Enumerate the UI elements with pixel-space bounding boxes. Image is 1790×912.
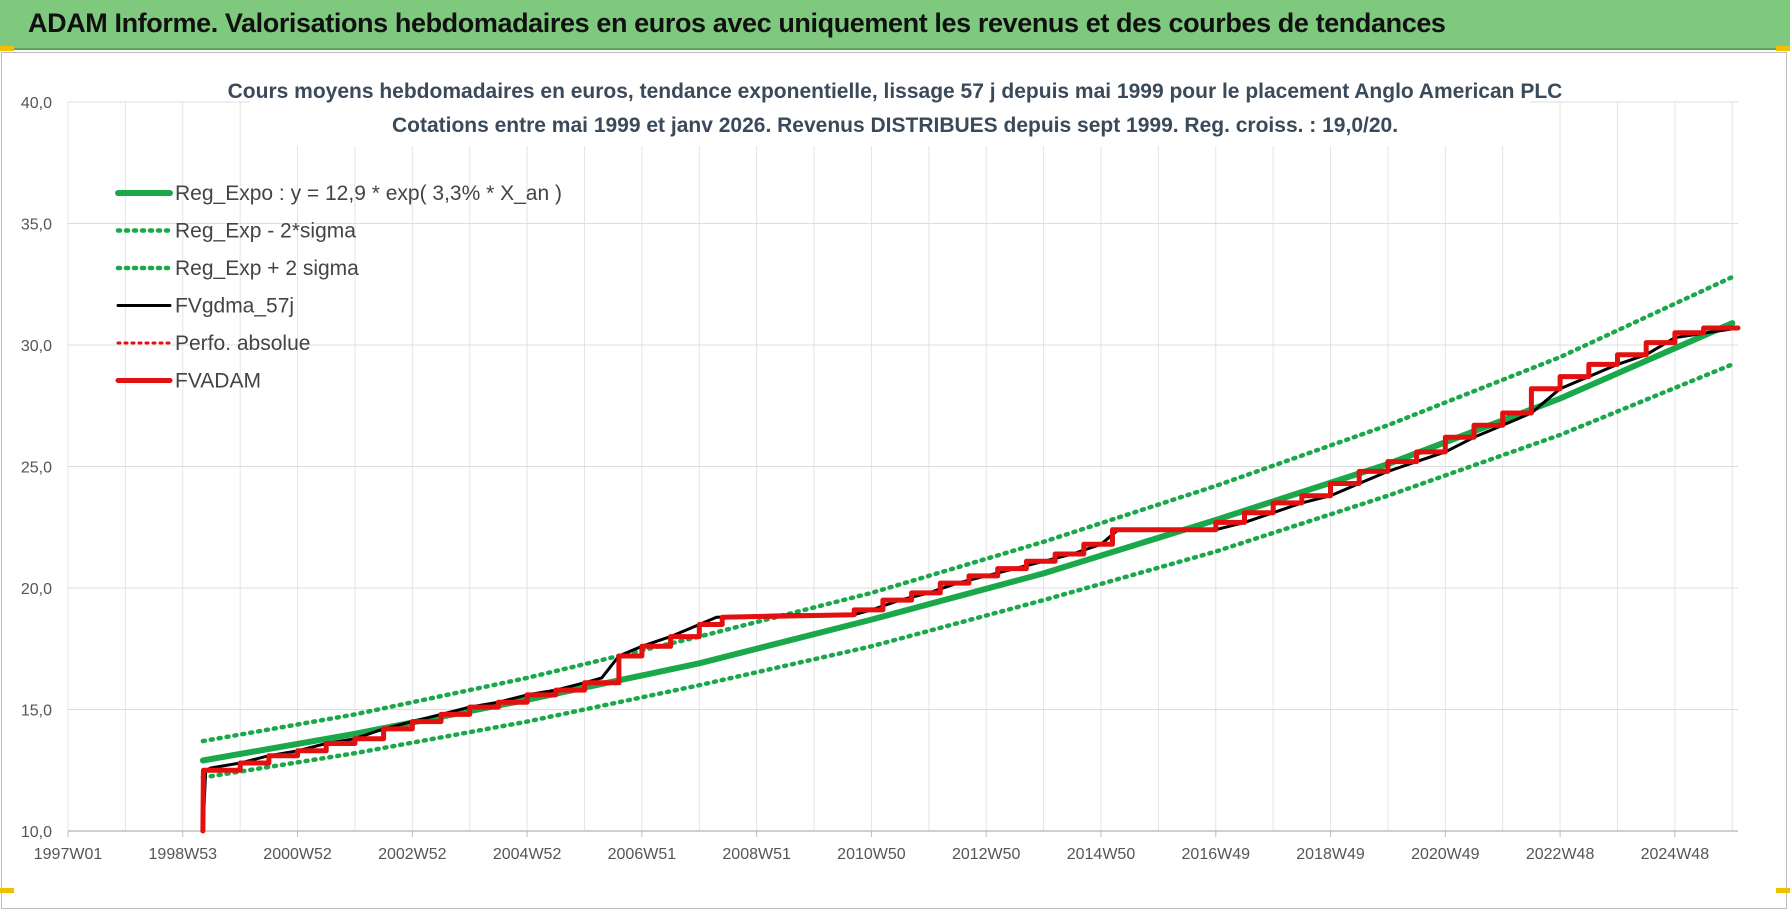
y-tick-label: 35,0 [21, 217, 52, 234]
series-line-5 [200, 325, 1741, 834]
legend-label: Reg_Exp - 2*sigma [175, 220, 356, 243]
series-line-2 [200, 274, 1735, 744]
x-tick-label: 2020W49 [1411, 846, 1480, 863]
frame-corner-marker [1776, 888, 1790, 893]
x-tick-label: 2008W51 [722, 846, 791, 863]
legend-label: FVgdma_57j [175, 295, 294, 318]
x-tick-label: 2010W50 [837, 846, 906, 863]
x-tick-label: 2002W52 [378, 846, 447, 863]
chart-title-line-2: Cotations entre mai 1999 et janv 2026. R… [392, 114, 1398, 137]
y-tick-label: 15,0 [21, 703, 52, 720]
x-tick-label: 2022W48 [1526, 846, 1595, 863]
x-tick-label: 2024W48 [1641, 846, 1710, 863]
x-tick-label: 2016W49 [1182, 846, 1251, 863]
series-layer [199, 274, 1741, 834]
x-tick-label: 1997W01 [34, 846, 103, 863]
legend-label: FVADAM [175, 370, 261, 393]
chart-frame [1, 52, 1787, 909]
report-header: ADAM Informe. Valorisations hebdomadaire… [0, 0, 1790, 50]
y-tick-label: 30,0 [21, 338, 52, 355]
y-tick-label: 10,0 [21, 824, 52, 841]
grid [67, 101, 1738, 832]
x-tick-label: 2004W52 [493, 846, 562, 863]
frame-corner-marker [0, 46, 14, 51]
frame-corner-marker [0, 888, 14, 893]
legend-label: Reg_Exp + 2 sigma [175, 257, 359, 280]
legend: Reg_Expo : y = 12,9 * exp( 3,3% * X_an )… [115, 182, 562, 393]
series-line-1 [200, 362, 1735, 780]
legend-label: Perfo. absolue [175, 332, 310, 355]
y-axis-ticks: 10,0 15,0 20,0 25,0 30,0 35,0 40,0 [21, 95, 52, 841]
x-tick-label: 1998W53 [149, 846, 218, 863]
title-background [250, 72, 1530, 146]
x-tick-label: 2012W50 [952, 846, 1021, 863]
y-tick-label: 20,0 [21, 581, 52, 598]
x-tick-label: 2014W50 [1067, 846, 1136, 863]
series-line-3 [201, 326, 1740, 833]
x-axis-ticks: 1997W01 1998W53 2000W52 2002W52 2004W52 2006W… [34, 831, 1709, 863]
x-tick-label: 2018W49 [1296, 846, 1365, 863]
legend-label: Reg_Expo : y = 12,9 * exp( 3,3% * X_an ) [175, 182, 562, 205]
chart-title-line-1: Cours moyens hebdomadaires en euros, ten… [228, 80, 1563, 103]
y-tick-label: 40,0 [21, 95, 52, 112]
report-title: ADAM Informe. Valorisations hebdomadaire… [28, 8, 1446, 38]
y-tick-label: 25,0 [21, 460, 52, 477]
x-tick-label: 2006W51 [608, 846, 677, 863]
frame-corner-marker [1776, 46, 1790, 51]
x-tick-label: 2000W52 [263, 846, 332, 863]
